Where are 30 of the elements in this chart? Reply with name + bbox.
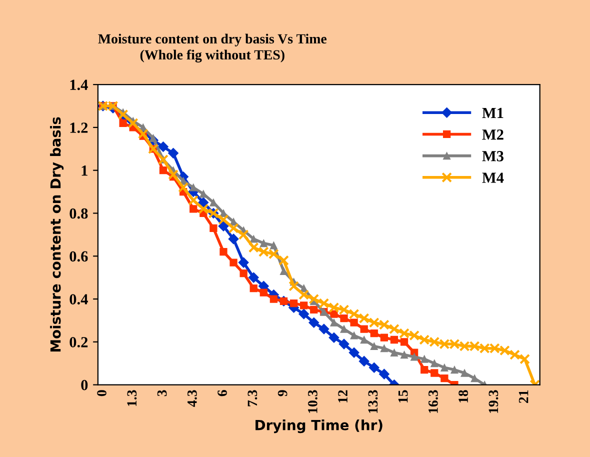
y-tick-label: 0.2 <box>70 337 88 348</box>
y-tick-label: 1.2 <box>70 122 88 133</box>
x-tick-label: 3 <box>157 390 167 396</box>
chart-subtitle: (Whole fig without TES) <box>140 50 284 62</box>
x-tick-label: 9 <box>278 390 288 396</box>
x-tick-label: 0 <box>97 390 106 396</box>
x-tick-label: 21 <box>518 390 528 403</box>
x-tick-label: 16.3 <box>428 390 438 413</box>
y-tick-label: 1.4 <box>70 80 88 90</box>
y-tick-label: 1 <box>82 166 88 176</box>
x-tick-label: 10.3 <box>308 390 318 413</box>
x-tick-label: 12 <box>338 390 348 402</box>
legend-label: M2 <box>482 129 504 140</box>
x-axis-title: Drying Time (hr) <box>256 420 382 434</box>
x-tick-label: 15 <box>398 390 408 402</box>
x-tick-label: 6 <box>218 390 227 396</box>
y-tick-label: 0.4 <box>70 294 88 305</box>
legend-label: M1 <box>482 108 504 118</box>
x-tick-label: 4.3 <box>187 390 197 407</box>
legend-label: M4 <box>482 172 504 183</box>
x-tick-label: 13.3 <box>368 390 378 413</box>
x-tick-label: 1.3 <box>127 390 137 406</box>
legend-label: M3 <box>482 151 504 162</box>
x-tick-label: 7.3 <box>248 390 258 406</box>
chart-title: Moisture content on dry basis Vs Time <box>98 34 327 46</box>
y-tick-label: 0.6 <box>70 251 88 262</box>
y-axis-title: Moisture content on Dry basis <box>50 117 64 352</box>
y-tick-label: 0.8 <box>70 208 88 219</box>
x-tick-label: 18 <box>458 390 468 402</box>
x-tick-label: 19.3 <box>488 390 498 413</box>
